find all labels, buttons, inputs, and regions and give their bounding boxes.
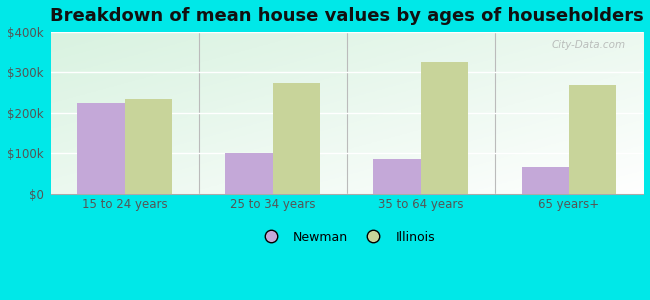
Bar bbox=[521, 167, 569, 194]
Text: City-Data.com: City-Data.com bbox=[551, 40, 625, 50]
Bar bbox=[374, 159, 421, 194]
Title: Breakdown of mean house values by ages of householders: Breakdown of mean house values by ages o… bbox=[50, 7, 644, 25]
Bar bbox=[273, 82, 320, 194]
Bar bbox=[125, 99, 172, 194]
Bar bbox=[569, 85, 616, 194]
Bar bbox=[226, 153, 273, 194]
Bar bbox=[421, 62, 468, 194]
Bar bbox=[77, 103, 125, 194]
Legend: Newman, Illinois: Newman, Illinois bbox=[253, 226, 441, 249]
